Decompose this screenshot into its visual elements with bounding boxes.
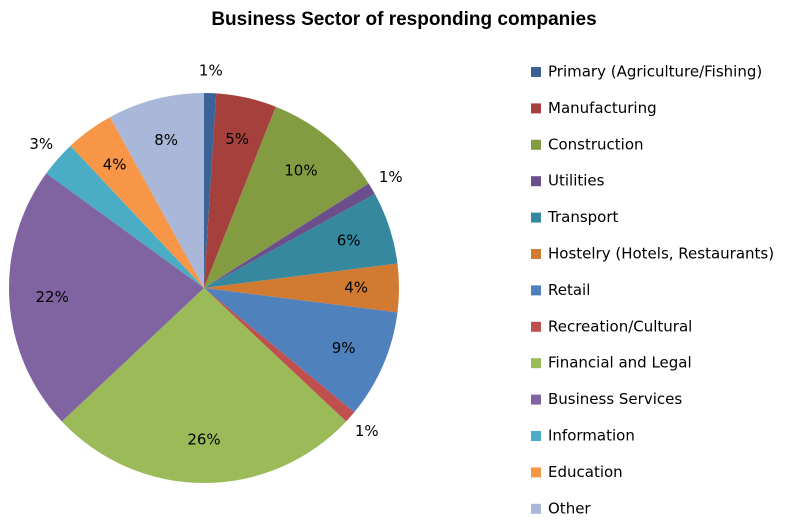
- legend-label: Hostelry (Hotels, Restaurants): [548, 245, 774, 263]
- legend-label: Construction: [548, 135, 644, 153]
- data-label: 10%: [284, 161, 317, 179]
- legend-swatch: [531, 103, 541, 114]
- legend-swatch: [531, 358, 541, 369]
- data-label: 4%: [344, 279, 368, 297]
- legend-swatch: [531, 176, 541, 187]
- data-label: 26%: [187, 431, 220, 449]
- pie-slice: [46, 145, 205, 288]
- pie-slice: [70, 117, 205, 288]
- pie-slice: [204, 106, 369, 288]
- legend-swatch: [531, 285, 541, 296]
- chart-title: Business Sector of responding companies: [211, 9, 596, 30]
- legend-label: Retail: [548, 281, 590, 299]
- legend-swatch: [531, 67, 541, 77]
- legend-swatch: [531, 139, 541, 150]
- data-label: 9%: [332, 339, 356, 357]
- pie-slice: [204, 93, 217, 288]
- legend-swatch: [531, 467, 541, 478]
- legend-swatch: [531, 503, 541, 514]
- data-label: 5%: [225, 130, 249, 148]
- legend-label: Transport: [547, 208, 619, 226]
- pie-slice: [61, 288, 347, 484]
- pie-slice: [204, 263, 399, 313]
- pie-slice: [204, 288, 398, 413]
- legend-label: Manufacturing: [548, 99, 657, 117]
- data-label: 4%: [103, 155, 127, 173]
- data-label: 1%: [199, 62, 223, 80]
- data-label: 6%: [337, 231, 361, 249]
- pie-slice: [204, 93, 276, 288]
- legend-swatch: [531, 431, 541, 441]
- legend-label: Information: [548, 427, 635, 445]
- legend-swatch: [531, 321, 541, 332]
- data-label: 3%: [29, 135, 53, 153]
- legend-swatch: [531, 212, 541, 223]
- legend-label: Other: [548, 499, 591, 517]
- legend-label: Primary (Agriculture/Fishing): [548, 63, 762, 81]
- legend-label: Utilities: [548, 172, 605, 190]
- pie-slice: [204, 183, 375, 288]
- legend-label: Education: [548, 463, 623, 481]
- data-label: 1%: [379, 168, 403, 186]
- pie-slice: [204, 288, 355, 422]
- pie-slice: [110, 93, 204, 288]
- pie-slice: [8, 173, 205, 422]
- data-label: 22%: [36, 288, 69, 306]
- pie-slice: [204, 194, 398, 288]
- legend-label: Business Services: [548, 390, 682, 408]
- legend-label: Recreation/Cultural: [548, 317, 692, 335]
- data-label: 1%: [355, 422, 379, 440]
- legend-swatch: [531, 394, 541, 405]
- legend-label: Financial and Legal: [548, 354, 692, 372]
- data-label: 8%: [154, 131, 178, 149]
- legend-swatch: [531, 249, 541, 259]
